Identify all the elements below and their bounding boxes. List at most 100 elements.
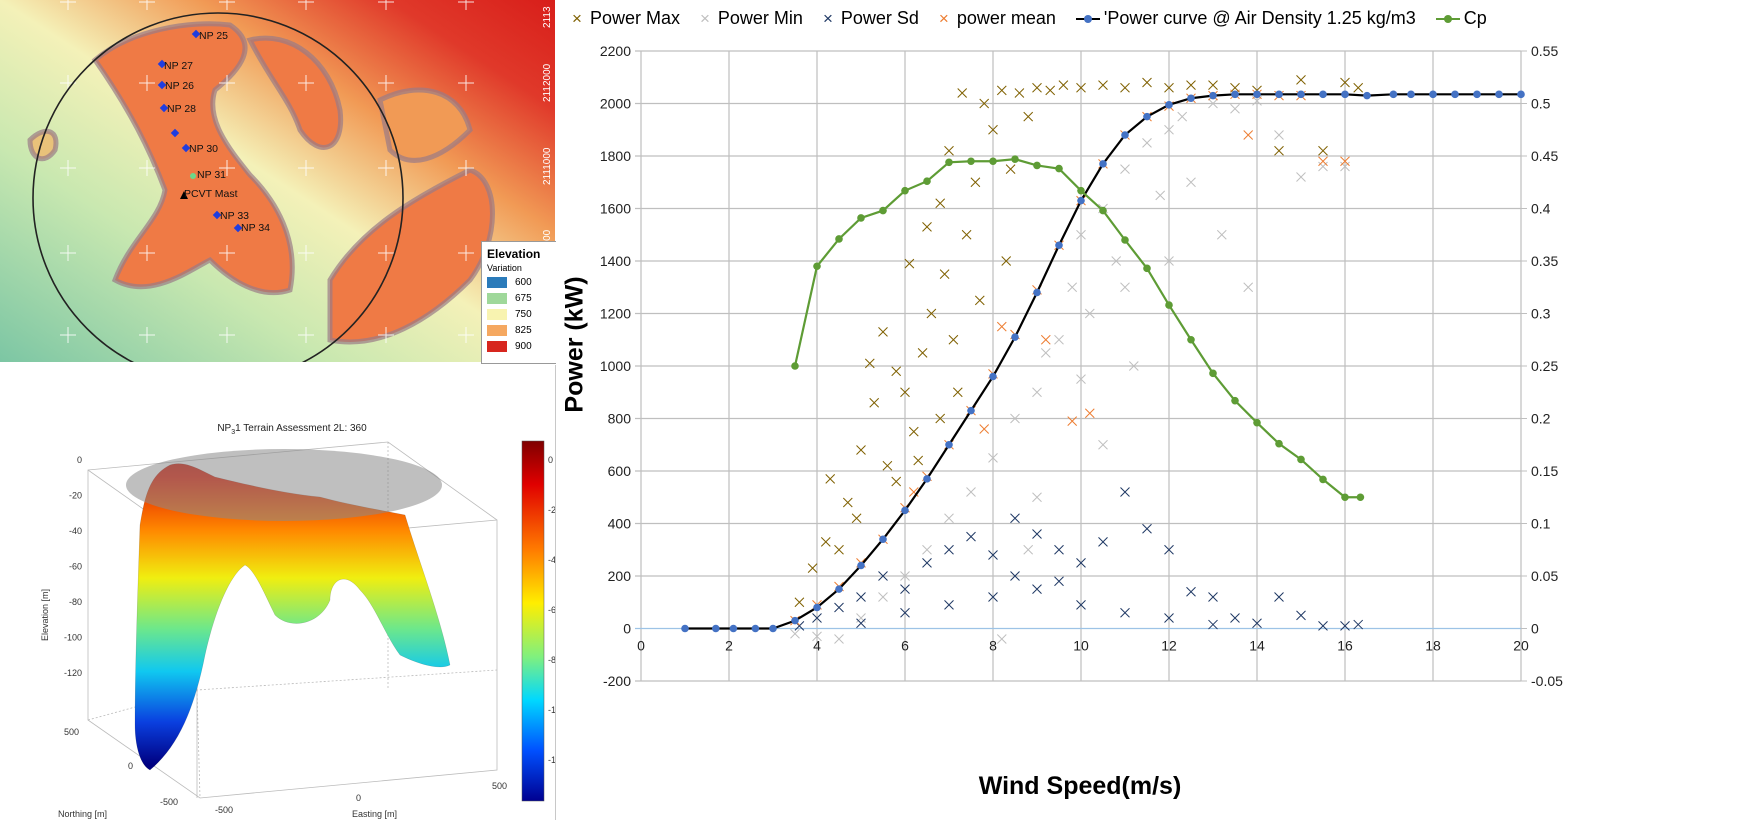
point-marker bbox=[1341, 493, 1349, 502]
x-marker bbox=[1076, 229, 1086, 240]
y-axis-label: Power (kW) bbox=[560, 276, 589, 413]
point-marker bbox=[1165, 301, 1173, 309]
y-tick-label: 200 bbox=[608, 568, 632, 584]
grid-cross bbox=[378, 0, 394, 10]
x-marker bbox=[794, 597, 805, 608]
triangle-icon bbox=[180, 191, 188, 199]
x-marker bbox=[988, 592, 998, 602]
x-marker bbox=[1128, 361, 1139, 371]
x-marker bbox=[1164, 613, 1174, 623]
x-marker bbox=[834, 634, 844, 644]
x-marker bbox=[1318, 161, 1328, 172]
legend-item-cp: Cp bbox=[1435, 8, 1487, 29]
grid-cross bbox=[458, 0, 474, 10]
easting-ticks: -500 0 500 bbox=[215, 781, 507, 815]
x-marker bbox=[979, 98, 990, 109]
x-marker bbox=[1340, 161, 1350, 172]
legend-title: Elevation bbox=[487, 247, 541, 261]
x-marker bbox=[1014, 88, 1025, 98]
grid-cross bbox=[458, 327, 474, 343]
met-mast-marker[interactable]: PCVT Mast bbox=[180, 188, 238, 200]
x-marker bbox=[1067, 416, 1078, 426]
x-marker bbox=[1208, 619, 1218, 630]
series-power-mean bbox=[790, 89, 1350, 626]
x-marker bbox=[1054, 334, 1064, 345]
x-marker bbox=[878, 327, 888, 337]
x-marker bbox=[908, 426, 919, 437]
terrain-3d-plot: NP31 Terrain Assessment 2L: 360 0 -20 -40 -… bbox=[40, 423, 555, 819]
grid-cross bbox=[139, 0, 155, 10]
turbine-marker-np33[interactable]: NP 33 bbox=[212, 210, 249, 222]
point-marker bbox=[1099, 206, 1107, 215]
x-marker bbox=[882, 460, 893, 471]
x-marker bbox=[1216, 229, 1227, 240]
tick-label: -120 bbox=[64, 668, 82, 678]
terrain-plot-title: NP31 Terrain Assessment 2L: 360 bbox=[217, 423, 367, 436]
x-marker bbox=[1111, 256, 1122, 266]
elevation-axis-label: Elevation [m] bbox=[40, 589, 50, 641]
x-marker bbox=[961, 229, 972, 240]
x-tick-label: 18 bbox=[1425, 638, 1441, 654]
x-marker bbox=[1005, 164, 1016, 174]
legend-label: 675 bbox=[515, 293, 532, 304]
point-marker bbox=[1341, 90, 1349, 99]
x-marker bbox=[996, 634, 1007, 644]
series-cp bbox=[791, 155, 1365, 502]
x-marker bbox=[913, 455, 924, 466]
x-marker bbox=[900, 584, 910, 594]
tick-label: -80 bbox=[69, 597, 82, 607]
x-marker bbox=[1142, 138, 1152, 148]
x-marker bbox=[952, 387, 963, 398]
turbine-marker-np25[interactable]: NP 25 bbox=[191, 29, 228, 42]
y-tick-label: 1200 bbox=[600, 306, 631, 322]
x-marker bbox=[1142, 77, 1152, 88]
tick-label: -20 bbox=[69, 491, 82, 501]
x-marker bbox=[1040, 334, 1051, 345]
grid-cross bbox=[219, 75, 235, 91]
point-marker bbox=[1187, 335, 1195, 344]
legend-label: power mean bbox=[956, 8, 1056, 28]
turbine-marker-np28[interactable]: NP 28 bbox=[159, 103, 196, 115]
point-marker bbox=[835, 585, 843, 593]
turbine-marker-np26[interactable]: NP 26 bbox=[157, 80, 194, 92]
point-marker bbox=[1407, 90, 1415, 99]
grid-cross bbox=[458, 245, 474, 261]
turbine-marker-unlabeled[interactable] bbox=[170, 128, 180, 138]
point-marker bbox=[1297, 455, 1305, 464]
legend-label: Power Sd bbox=[840, 8, 919, 28]
grid-cross bbox=[139, 245, 155, 261]
assessment-disk bbox=[126, 449, 442, 521]
point-marker bbox=[1209, 91, 1217, 100]
x-marker bbox=[864, 358, 875, 369]
x-marker bbox=[900, 571, 910, 581]
turbine-marker-np30[interactable]: NP 30 bbox=[181, 143, 218, 155]
x-marker bbox=[944, 600, 954, 610]
turbine-marker-np34[interactable]: NP 34 bbox=[233, 222, 270, 234]
x-marker bbox=[979, 424, 990, 434]
x-marker bbox=[1120, 164, 1130, 174]
point-marker bbox=[1319, 90, 1327, 99]
legend-item: 825 bbox=[487, 324, 556, 337]
northing-ticks: 500 0 -500 bbox=[64, 727, 178, 807]
turbine-marker-np27[interactable]: NP 27 bbox=[157, 59, 193, 72]
tick-label: -500 bbox=[160, 797, 178, 807]
x-marker bbox=[856, 618, 866, 629]
legend-swatch bbox=[487, 325, 507, 336]
y-tick-label: 0 bbox=[623, 621, 631, 637]
x-marker bbox=[1076, 82, 1086, 93]
tick-label: 0 bbox=[128, 761, 133, 771]
point-marker bbox=[989, 372, 997, 381]
point-marker bbox=[1495, 90, 1503, 99]
y-tick-label: 1400 bbox=[600, 253, 631, 269]
legend-label: Power Min bbox=[717, 8, 803, 28]
colorbar-ticks: 0 -20 -40 -60 -80 -100 -120 bbox=[548, 455, 555, 765]
legend-item-power-curve-air-density-1-25-kg-m3: 'Power curve @ Air Density 1.25 kg/m3 bbox=[1075, 8, 1416, 29]
panel-divider bbox=[555, 365, 556, 820]
point-marker bbox=[857, 561, 865, 570]
point-marker bbox=[879, 206, 887, 215]
point-marker bbox=[813, 262, 821, 271]
turbine-marker-np31[interactable]: NP 31 bbox=[190, 169, 226, 181]
x-tick-label: 8 bbox=[989, 638, 997, 654]
point-marker bbox=[712, 624, 720, 633]
x-marker bbox=[1058, 80, 1069, 90]
